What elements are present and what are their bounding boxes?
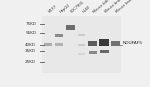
Bar bbox=[78, 53, 85, 55]
Text: MCF7: MCF7 bbox=[48, 4, 58, 14]
Text: Mouse kidney: Mouse kidney bbox=[93, 0, 115, 14]
Bar bbox=[42, 16, 121, 73]
Bar bbox=[89, 51, 97, 54]
Bar bbox=[78, 34, 85, 36]
Text: Mouse heart: Mouse heart bbox=[115, 0, 135, 14]
Text: 25KD: 25KD bbox=[25, 60, 36, 64]
Text: 40KD: 40KD bbox=[25, 43, 36, 47]
Bar bbox=[100, 50, 109, 53]
Text: HL60: HL60 bbox=[82, 5, 91, 14]
Text: HepG2: HepG2 bbox=[59, 3, 71, 14]
Text: NDUFAF5: NDUFAF5 bbox=[122, 41, 142, 45]
Text: 35KD: 35KD bbox=[25, 49, 36, 53]
Bar bbox=[66, 25, 75, 30]
Bar bbox=[99, 39, 109, 46]
Bar bbox=[44, 43, 52, 46]
Bar bbox=[111, 41, 120, 46]
Bar bbox=[55, 43, 63, 46]
Text: 55KD: 55KD bbox=[25, 31, 36, 35]
Text: SGC7901: SGC7901 bbox=[70, 0, 86, 14]
Bar bbox=[78, 44, 85, 46]
Bar bbox=[88, 41, 97, 46]
Text: Mouse brain: Mouse brain bbox=[104, 0, 124, 14]
Bar bbox=[55, 34, 63, 37]
Text: 75KD: 75KD bbox=[25, 22, 36, 26]
